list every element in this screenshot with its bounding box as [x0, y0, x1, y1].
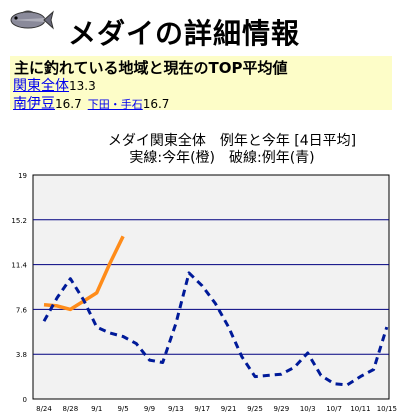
x-tick-label: 10/11: [350, 405, 370, 413]
x-tick-label: 8/24: [36, 405, 52, 413]
x-tick-label: 9/25: [247, 405, 263, 413]
info-heading: 主に釣れている地域と現在のTOP平均値: [14, 59, 288, 77]
chart-subtitle: 実線:今年(橙) 破線:例年(青): [129, 150, 315, 166]
y-tick-label: 7.6: [16, 306, 28, 314]
top-region-box: 主に釣れている地域と現在のTOP平均値 関東全体13.3 南伊豆16.7 下田・手…: [10, 56, 392, 113]
region-link-minamiizu[interactable]: 南伊豆: [13, 96, 55, 112]
x-tick-label: 10/3: [300, 405, 316, 413]
y-tick-label: 19: [18, 172, 27, 180]
y-tick-label: 11.4: [11, 262, 27, 270]
page-title: メダイの詳細情報: [68, 17, 301, 50]
x-tick-label: 9/21: [221, 405, 237, 413]
region-row-minamiizu: 南伊豆16.7 下田・手石16.7: [13, 93, 169, 113]
x-tick-label: 9/17: [194, 405, 210, 413]
x-tick-label: 8/28: [63, 405, 79, 413]
chart-title: メダイ関東全体 例年と今年 [4日平均]: [107, 133, 357, 149]
region-link-kanto[interactable]: 関東全体: [13, 78, 69, 94]
y-tick-label: 15.2: [11, 217, 27, 225]
region-value-kanto: 13.3: [69, 79, 96, 93]
line-chart: 19 15.2 11.4 7.6 3.8 0 8/24 8/28 9/1 9/5 9/9 9/13 9/…: [11, 172, 397, 413]
region-row-kanto: 関東全体13.3: [13, 75, 96, 95]
region-value-shimoda: 16.7: [142, 97, 170, 111]
average-year-line: [42, 271, 389, 387]
plot-area: [32, 174, 390, 400]
x-tick-label: 9/13: [168, 405, 184, 413]
x-tick-label: 9/9: [144, 405, 155, 413]
page-header: メダイの詳細情報: [0, 0, 404, 52]
fish-icon: [10, 10, 54, 30]
x-tick-label: 10/15: [377, 405, 397, 413]
x-tick-label: 9/1: [91, 405, 102, 413]
x-tick-label: 10/7: [326, 405, 342, 413]
region-value-minamiizu: 16.7: [55, 97, 82, 111]
y-tick-label: 3.8: [16, 351, 27, 359]
y-tick-label: 0: [23, 396, 27, 404]
region-link-shimoda[interactable]: 下田・手石: [87, 98, 143, 111]
x-tick-label: 9/29: [273, 405, 289, 413]
x-tick-label: 9/5: [117, 405, 128, 413]
